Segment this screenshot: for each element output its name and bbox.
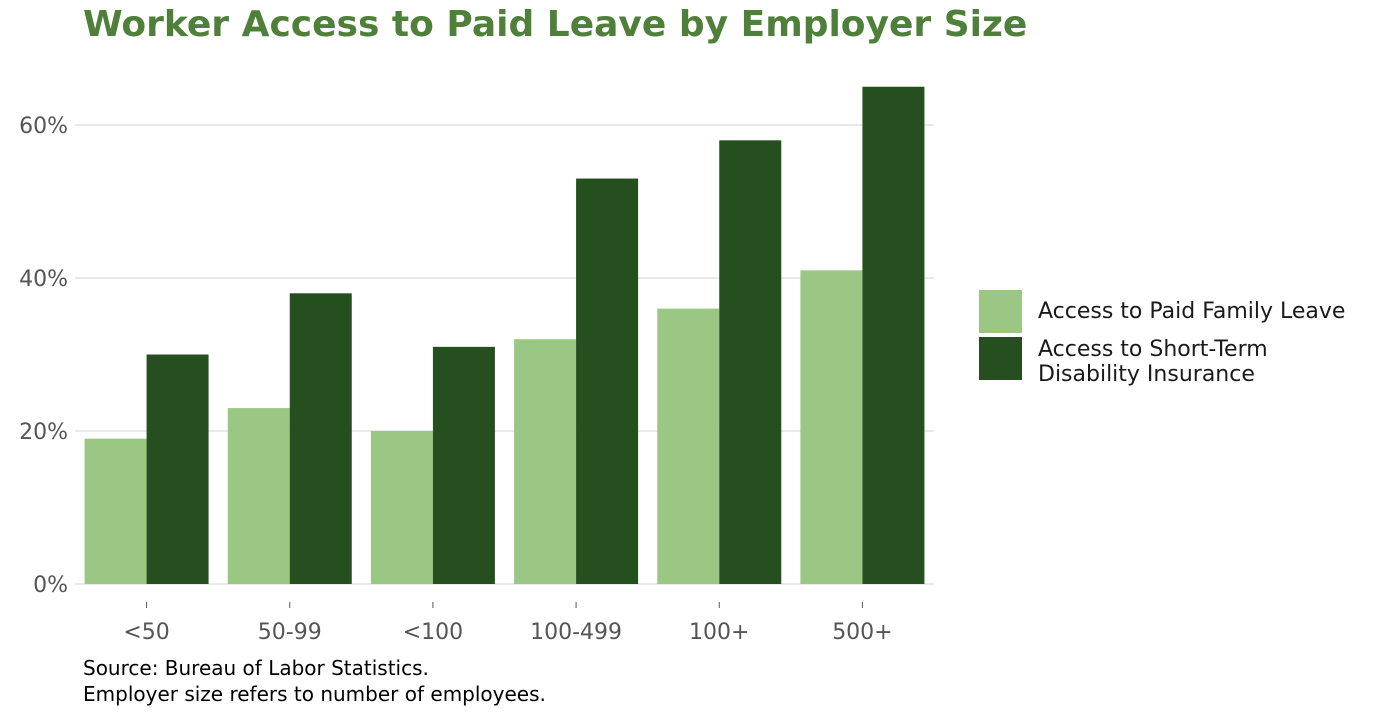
x-tick-label: 100+ — [689, 620, 749, 645]
bar-paid-family-leave — [84, 438, 147, 584]
source-note: Source: Bureau of Labor Statistics. — [83, 656, 429, 680]
bar-short-term-disability — [289, 293, 352, 584]
bar-paid-family-leave — [370, 431, 433, 584]
axis-ticks: 0% 20% 40% 60% <50 50-99 <100 100-499 100+ 500+ — [19, 114, 893, 645]
legend-item-paid-family-leave: Access to Paid Family Leave — [979, 290, 1378, 333]
bar-short-term-disability — [862, 86, 925, 584]
legend-label-line: Access to Short-Term — [1038, 337, 1268, 362]
bar-paid-family-leave — [514, 339, 577, 584]
bars — [84, 86, 925, 585]
x-tick-label: <50 — [123, 620, 169, 645]
legend-label-line: Access to Paid Family Leave — [1038, 299, 1346, 324]
legend-item-short-term-disability: Access to Short-Term Disability Insuranc… — [979, 337, 1378, 387]
legend-swatch-paid-family-leave — [979, 290, 1022, 333]
y-tick-label: 60% — [19, 114, 68, 139]
y-tick-label: 40% — [19, 267, 68, 292]
grid-lines — [75, 124, 934, 585]
legend-swatch-short-term-disability — [979, 337, 1022, 380]
legend: Access to Paid Family Leave Access to Sh… — [979, 290, 1378, 391]
bar-paid-family-leave — [227, 408, 290, 584]
x-tick-label: 500+ — [832, 620, 892, 645]
source-caption: Source: Bureau of Labor Statistics. Empl… — [83, 655, 546, 707]
bar-short-term-disability — [146, 354, 209, 584]
employer-size-note: Employer size refers to number of employ… — [83, 682, 546, 706]
legend-label-paid-family-leave: Access to Paid Family Leave — [1038, 290, 1378, 324]
bar-short-term-disability — [576, 178, 639, 585]
y-tick-label: 0% — [33, 573, 68, 598]
legend-label-short-term-disability: Access to Short-Term Disability Insuranc… — [1038, 337, 1378, 387]
legend-label-line: Disability Insurance — [1038, 362, 1255, 387]
bar-short-term-disability — [719, 140, 782, 585]
y-tick-label: 20% — [19, 420, 68, 445]
x-tick-label: <100 — [403, 620, 463, 645]
bar-short-term-disability — [432, 346, 495, 584]
x-tick-label: 100-499 — [530, 620, 622, 645]
bar-paid-family-leave — [657, 308, 720, 584]
bar-paid-family-leave — [800, 270, 863, 584]
x-tick-label: 50-99 — [258, 620, 322, 645]
chart-title: Worker Access to Paid Leave by Employer … — [83, 4, 1028, 45]
